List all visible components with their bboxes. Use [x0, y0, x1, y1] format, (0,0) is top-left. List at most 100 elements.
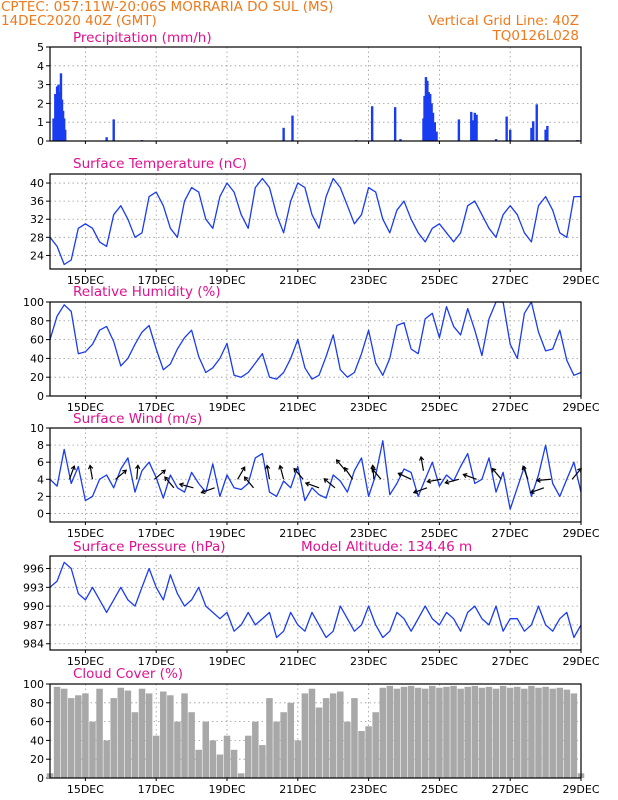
precipitation-bar	[471, 120, 475, 141]
cloud-cover-bar	[499, 685, 507, 778]
cloud-cover-bar	[400, 686, 408, 778]
pressure-ytick-label: 993	[23, 581, 44, 594]
temperature-xtick-label: 29DEC	[562, 274, 599, 287]
precipitation-ytick-label: 4	[37, 60, 44, 73]
precipitation-bar	[433, 122, 436, 141]
cloud-cover-bar	[570, 693, 578, 778]
wind-arrow	[371, 467, 382, 480]
wind-arrow	[335, 459, 347, 472]
wind-arrow	[135, 464, 141, 480]
cloud-cover-bar	[358, 731, 365, 778]
wind-arrow	[154, 469, 167, 480]
cloud-cover-bar	[259, 745, 266, 778]
humidity-frame	[49, 301, 582, 397]
wind-arrow	[571, 467, 582, 480]
cloud-cover-bar	[230, 749, 238, 778]
humidity-ytick-label: 0	[37, 390, 44, 403]
wind-arrow	[87, 464, 94, 480]
precipitation-bar	[55, 86, 59, 141]
wind-arrow	[521, 465, 529, 480]
cloud-cover-bar	[471, 685, 479, 778]
cloud-cover-bar	[315, 707, 323, 778]
precipitation-ytick-label: 5	[37, 41, 44, 54]
wind-xtick-label: 17DEC	[138, 527, 175, 540]
precipitation-bar	[470, 111, 473, 141]
humidity-line	[49, 301, 582, 380]
temperature-panel: Surface Temperature (nC) 15DEC 17DEC 19DEC…	[30, 156, 600, 287]
wind-arrow	[323, 478, 336, 489]
pressure-xtick-label: 19DEC	[208, 655, 245, 668]
precipitation-bar	[426, 80, 429, 141]
cloud-cover-bar	[478, 687, 486, 778]
cloud-cover-bar	[322, 698, 330, 778]
cloud-cover-bar	[436, 687, 443, 778]
cloud-cover-bar	[535, 687, 542, 778]
cloud-cover-ytick-label: 40	[30, 734, 44, 747]
cloud-cover-bar	[273, 721, 280, 778]
pressure-line	[49, 561, 582, 639]
pressure-ytick-label: 990	[23, 600, 44, 613]
cloud-cover-bar	[174, 721, 181, 778]
wind-frame	[49, 427, 582, 523]
cloud-cover-xtick-label: 17DEC	[138, 783, 175, 796]
precipitation-bar	[430, 103, 433, 141]
cloud-cover-bar	[372, 712, 379, 778]
cloud-cover-bar	[82, 693, 89, 778]
cloud-cover-bar	[237, 773, 245, 778]
temperature-ytick-label: 36	[30, 195, 44, 208]
cloud-cover-ytick-label: 0	[37, 772, 44, 785]
cloud-cover-bar	[188, 712, 195, 778]
cloud-cover-bar	[542, 686, 549, 778]
precipitation-bar	[54, 94, 57, 141]
humidity-ytick-label: 40	[30, 352, 44, 365]
cloud-cover-bar	[514, 686, 521, 778]
wind-panel: Surface Wind (m/s) 15DEC 17DEC 19DEC 21DEC 2…	[30, 411, 600, 540]
precipitation-bar	[431, 112, 435, 141]
cloud-cover-ytick-label: 80	[30, 697, 44, 710]
precipitation-frame	[49, 46, 582, 142]
precipitation-bar	[544, 129, 547, 141]
temperature-frame	[49, 173, 582, 270]
humidity-xtick-label: 15DEC	[67, 401, 104, 414]
cloud-cover-bar	[223, 735, 231, 778]
cloud-cover-bar	[244, 735, 252, 778]
pressure-panel: Surface Pressure (hPa) Model Altitude: 1…	[23, 539, 600, 668]
wind-title: Surface Wind (m/s)	[73, 411, 202, 427]
pressure-ytick-label: 984	[23, 638, 44, 651]
wind-arrow	[397, 472, 412, 480]
humidity-xtick-label: 17DEC	[138, 401, 175, 414]
cloud-cover-bar	[556, 687, 564, 778]
cloud-cover-bar	[202, 721, 210, 778]
precipitation-bar	[282, 127, 285, 141]
cloud-cover-bar	[344, 721, 351, 778]
cloud-cover-bar	[167, 695, 174, 778]
wind-arrow	[370, 464, 376, 480]
pressure-xtick-label: 29DEC	[562, 655, 599, 668]
cloud-cover-bar	[457, 688, 464, 778]
temperature-ytick-label: 28	[30, 231, 44, 244]
precipitation-panel: Precipitation (mm/h) 0 1 2 3 4 5	[37, 30, 582, 148]
precipitation-bar	[435, 131, 438, 141]
cloud-cover-xtick-label: 15DEC	[67, 783, 104, 796]
precipitation-bar	[535, 104, 538, 141]
wind-ytick-label: 8	[37, 439, 44, 452]
wind-arrow	[293, 467, 304, 480]
cloud-cover-bar	[209, 740, 217, 778]
cloud-cover-bar	[429, 685, 436, 778]
precipitation-bar	[105, 137, 108, 141]
cloud-cover-bar	[96, 688, 103, 778]
pressure-xtick-label: 15DEC	[67, 655, 104, 668]
wind-arrow	[426, 478, 442, 484]
cloud-cover-bar	[110, 698, 117, 778]
precipitation-ytick-label: 0	[37, 135, 44, 148]
wind-ytick-label: 0	[37, 507, 44, 520]
pressure-xtick-label: 23DEC	[350, 655, 387, 668]
wind-xtick-label: 21DEC	[279, 527, 316, 540]
temperature-xtick-label: 17DEC	[138, 274, 175, 287]
precipitation-bar	[546, 125, 549, 141]
precipitation-bar	[457, 119, 461, 141]
cloud-cover-bar	[117, 687, 125, 778]
cloud-cover-bar	[450, 685, 457, 778]
wind-ytick-label: 6	[37, 456, 44, 469]
cloud-cover-bar	[521, 688, 528, 778]
